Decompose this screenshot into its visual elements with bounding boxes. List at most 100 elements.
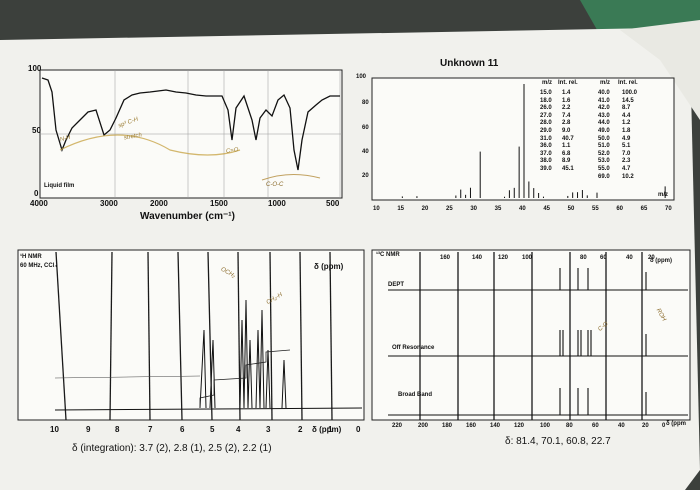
ms-xtick: 55	[592, 206, 599, 212]
ms-ytick-60: 60	[362, 125, 369, 131]
cnmr-top-tick: 160	[440, 255, 451, 261]
hnmr-xtick: 10	[50, 425, 59, 434]
cnmr-top-tick: 80	[580, 255, 587, 261]
ir-xtick-2000: 2000	[150, 199, 168, 208]
ms-table-int: 9.0	[562, 128, 571, 134]
ms-table-mz: 42.0	[598, 105, 610, 112]
ms-xtick: 20	[421, 206, 429, 212]
ms-xtick: 50	[567, 206, 575, 212]
cnmr-top-tick: 100	[522, 255, 533, 261]
cnmr-row-dept: DEPT	[388, 282, 405, 288]
ms-table-mz: 27.0	[540, 112, 552, 119]
ms-table-int: 8.9	[562, 158, 571, 165]
cnmr-xtick: 80	[566, 423, 573, 429]
cnmr-label: ¹³C NMR	[376, 252, 400, 258]
ms-xtick: 45	[543, 206, 551, 212]
ms-table-header-int-2: Int. rel.	[618, 80, 638, 86]
cnmr-xtick: 60	[592, 423, 599, 429]
cnmr-ppm-label: δ (ppm)	[650, 258, 672, 264]
hnmr-xtick: 8	[115, 425, 120, 434]
ms-table-header-mz-1: m/z	[542, 80, 553, 86]
ms-table-int: 4.9	[622, 135, 631, 142]
ms-table-int: 4.4	[622, 112, 631, 119]
ms-xtick: 35	[494, 206, 502, 212]
ir-trace	[41, 77, 340, 171]
ms-table-mz: 26.0	[540, 105, 552, 112]
ms-table-int: 2.2	[562, 105, 571, 112]
ms-ytick-80: 80	[362, 100, 369, 106]
ms-table-mz: 69.0	[598, 173, 610, 180]
cnmr-top-tick: 140	[472, 255, 483, 261]
ir-ytick-0: 0	[34, 189, 39, 198]
cnmr-xtick: 0	[662, 423, 666, 429]
ms-table-int: 14.5	[622, 97, 634, 104]
cnmr-xtick: 100	[540, 423, 551, 429]
ms-table-int: 1.4	[562, 90, 571, 96]
ms-table-mz: 55.0	[598, 166, 610, 172]
ms-table-mz: 28.0	[540, 120, 552, 127]
ms-table-mz: 29.0	[540, 128, 552, 134]
mass-spectrum	[371, 77, 675, 201]
ms-table-int: 1.6	[562, 97, 571, 104]
ir-xtick-500: 500	[326, 199, 340, 208]
ir-xtick-1000: 1000	[268, 199, 286, 208]
ir-ytick-50: 50	[32, 126, 41, 135]
hnmr-xtick: 4	[236, 425, 241, 434]
ms-table-mz: 50.0	[598, 135, 610, 142]
ms-table-mz: 18.0	[540, 97, 552, 104]
hnmr-xtick: 2	[298, 425, 303, 434]
ms-table-int: 40.7	[562, 135, 574, 142]
cnmr-xtick: 140	[490, 423, 501, 429]
cnmr-xtick: 120	[514, 423, 525, 429]
hnmr-peaks	[199, 299, 287, 409]
hnmr-xtick: 3	[266, 425, 271, 434]
ms-ytick-20: 20	[362, 173, 369, 179]
hnmr-xtick: 0	[356, 425, 361, 434]
ms-table-mz: 31.0	[540, 135, 552, 142]
hnmr-xtick: 6	[180, 425, 185, 434]
cnmr-spectrum	[371, 249, 691, 421]
ms-table-mz: 49.0	[598, 128, 610, 134]
hnmr-xtick: 1	[328, 425, 333, 434]
ms-peaks	[401, 84, 666, 198]
ms-table-int: 5.1	[622, 143, 631, 150]
ms-table-int: 8.7	[622, 105, 631, 112]
ms-table-mz: 53.0	[598, 158, 610, 165]
ms-table-header-mz-2: m/z	[600, 80, 611, 86]
ms-table-mz: 40.0	[598, 90, 610, 96]
ms-table-mz: 52.0	[598, 150, 610, 157]
ms-xtick: 25	[446, 206, 453, 212]
ms-xtick: 10	[373, 206, 380, 212]
ms-table-int: 2.3	[622, 158, 631, 165]
hnmr-conditions: 60 MHz, CCl₄	[20, 263, 58, 269]
ms-table-int: 1.1	[562, 143, 571, 150]
ms-ytick-100: 100	[356, 74, 367, 80]
ir-sample-label: Liquid film	[44, 183, 75, 189]
cnmr-xtick: 180	[442, 423, 453, 429]
hnmr-xtick: 5	[210, 425, 215, 434]
cnmr-row-off-resonance: Off Resonance	[392, 345, 435, 351]
ir-ytick-100: 100	[28, 64, 42, 73]
cnmr-axis-label: δ (ppm	[666, 421, 686, 427]
ms-xtick: 60	[616, 206, 624, 212]
ms-table-mz: 43.0	[598, 112, 610, 119]
hnmr-xtick: 7	[148, 425, 153, 434]
ms-table-int: 7.4	[562, 112, 571, 119]
ms-table-int: 4.7	[622, 166, 631, 172]
ms-title: Unknown 11	[440, 58, 499, 69]
cnmr-shifts: δ: 81.4, 70.1, 60.8, 22.7	[505, 436, 611, 447]
cnmr-xtick: 40	[618, 423, 625, 429]
ms-x-unit: m/z	[658, 192, 669, 198]
ir-x-axis-label: Wavenumber (cm⁻¹)	[140, 211, 235, 222]
ms-table-mz: 15.0	[540, 90, 552, 96]
ms-table-int: 6.8	[562, 150, 571, 157]
cnmr-xtick: 20	[642, 423, 649, 429]
ms-table-mz: 37.0	[540, 150, 552, 157]
ms-xtick: 15	[397, 206, 405, 212]
ms-table-int: 45.1	[562, 166, 574, 172]
ms-ytick-40: 40	[362, 149, 369, 155]
ms-table-mz: 44.0	[598, 120, 610, 127]
ms-xtick: 40	[519, 206, 526, 212]
